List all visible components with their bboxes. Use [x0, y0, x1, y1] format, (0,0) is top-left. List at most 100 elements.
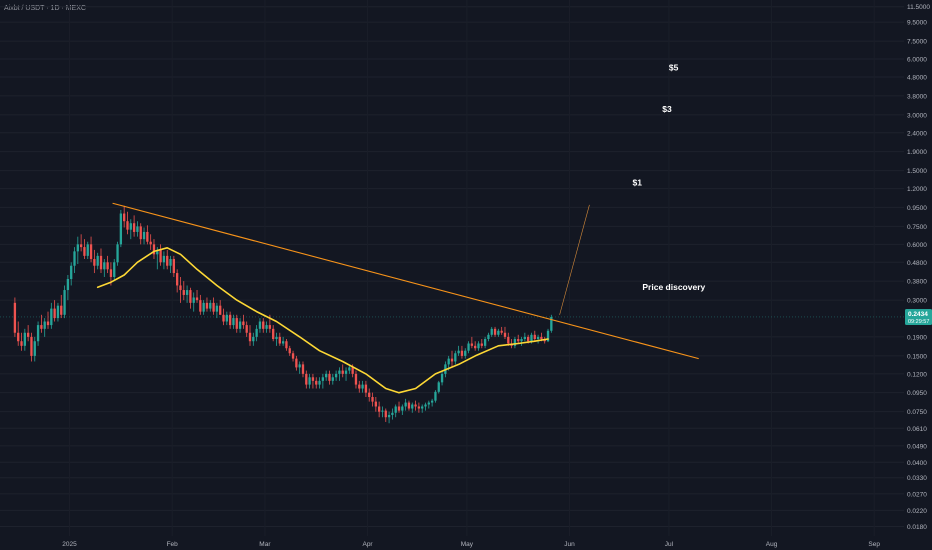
- price-axis[interactable]: 11.5000 9.5000 7.5000 6.0000 4.8000 3.8000 3.0…: [907, 4, 930, 531]
- candle-body: [66, 279, 70, 291]
- price-tick-label: 0.0270: [907, 491, 927, 498]
- candle-body: [83, 247, 86, 256]
- symbol-title: Aixbt / USDT · 1D · MEXC: [4, 5, 86, 12]
- candle: [166, 249, 169, 270]
- candle: [361, 380, 364, 393]
- candle-body: [70, 265, 73, 280]
- candle: [454, 350, 457, 365]
- candle-body: [238, 321, 242, 329]
- candle-body: [301, 364, 305, 374]
- candle-body: [132, 223, 136, 232]
- candle-body: [291, 353, 295, 359]
- time-tick-label: Apr: [362, 541, 373, 548]
- candle-body: [341, 370, 344, 374]
- candle: [417, 402, 421, 413]
- candle-body: [265, 325, 268, 329]
- candle: [189, 287, 192, 309]
- candle: [50, 302, 53, 329]
- candle-body: [26, 332, 30, 337]
- candle-body: [533, 334, 536, 340]
- candle: [70, 262, 73, 286]
- candle-body: [73, 251, 76, 266]
- candle: [291, 350, 295, 362]
- candle: [546, 328, 550, 343]
- candle: [460, 345, 464, 359]
- candle-body: [185, 290, 189, 295]
- candle-body: [43, 321, 46, 329]
- candle: [63, 285, 66, 319]
- candle-body: [252, 336, 255, 342]
- annotation-label: Price discovery: [642, 282, 705, 292]
- candle-body: [474, 345, 477, 349]
- candle-body: [175, 273, 179, 286]
- candle: [371, 392, 374, 407]
- candle: [20, 332, 23, 351]
- price-tick-label: 2.4000: [907, 130, 927, 137]
- candle-body: [377, 406, 381, 412]
- price-tick-label: 0.0330: [907, 475, 927, 482]
- candle: [358, 380, 361, 393]
- candle-body: [308, 377, 311, 385]
- candle: [464, 348, 467, 359]
- candle: [477, 341, 480, 351]
- candle-body: [424, 404, 427, 407]
- candle-body: [467, 343, 470, 351]
- candle-body: [404, 402, 407, 407]
- candle-body: [235, 318, 238, 329]
- candle: [354, 370, 358, 389]
- candle-body: [546, 330, 550, 342]
- annotation-label: $3: [662, 104, 672, 114]
- candle: [278, 332, 281, 346]
- candle: [212, 297, 215, 315]
- price-tick-label: 0.7500: [907, 224, 927, 231]
- candle: [391, 408, 394, 420]
- candle: [497, 328, 500, 337]
- candle: [33, 336, 36, 362]
- candle: [146, 225, 149, 245]
- candle-body: [17, 332, 20, 342]
- candle: [533, 330, 536, 342]
- candle: [490, 326, 493, 337]
- candle: [374, 397, 377, 412]
- candle-body: [430, 400, 434, 403]
- candle: [119, 209, 123, 248]
- candle-body: [354, 373, 358, 385]
- candle: [381, 406, 384, 418]
- price-tick-label: 0.0400: [907, 460, 927, 467]
- annotation-label: $5: [669, 63, 679, 73]
- candle-body: [338, 370, 341, 374]
- time-tick-label: Aug: [766, 541, 778, 548]
- candle: [43, 318, 46, 337]
- price-tick-label: 11.5000: [907, 4, 930, 11]
- candle: [258, 318, 262, 333]
- time-axis[interactable]: 2025 Feb Mar Apr May Jun Jul Aug Sep: [62, 541, 880, 548]
- candle: [404, 398, 407, 411]
- candle-body: [447, 358, 450, 365]
- candle: [215, 302, 219, 319]
- candle-body: [285, 341, 288, 349]
- candle: [225, 311, 228, 326]
- candle: [30, 332, 33, 362]
- candle: [46, 311, 50, 329]
- candle-body: [46, 321, 50, 326]
- candle-body: [219, 305, 222, 315]
- candle-body: [281, 341, 285, 344]
- candle-body: [30, 336, 33, 356]
- candle: [53, 300, 56, 322]
- price-tick-label: 0.6000: [907, 242, 927, 249]
- candle: [272, 325, 275, 342]
- candle: [483, 336, 487, 349]
- candle-body: [384, 410, 387, 418]
- candle-body: [53, 308, 56, 319]
- candle: [550, 314, 553, 333]
- candle-body: [477, 343, 480, 349]
- candle-body: [434, 391, 437, 401]
- candle-body: [255, 328, 258, 337]
- candle: [421, 404, 424, 413]
- candle-body: [328, 373, 331, 381]
- candle: [152, 239, 156, 260]
- candle-body: [407, 402, 411, 409]
- candle: [520, 336, 523, 346]
- candle: [89, 236, 93, 263]
